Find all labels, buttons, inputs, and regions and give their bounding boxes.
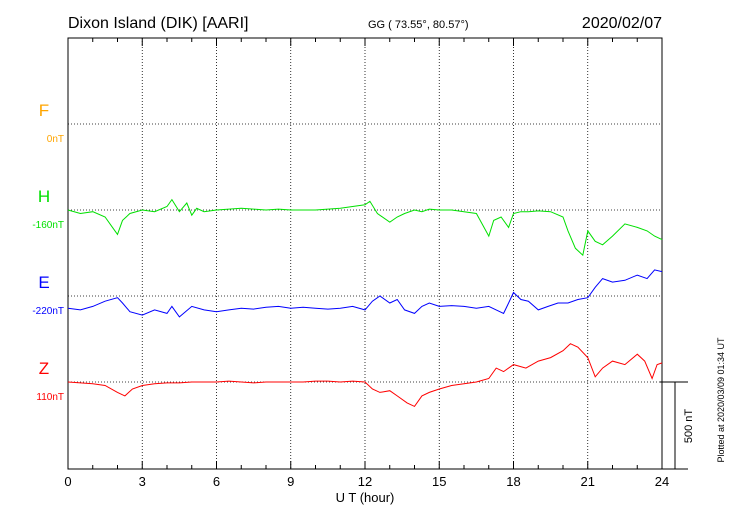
x-tick-label: 15 [432, 474, 446, 489]
date-label: 2020/02/07 [582, 15, 662, 32]
x-tick-label: 12 [358, 474, 372, 489]
coordinates-label: GG ( 73.55°, 80.57°) [368, 19, 469, 31]
series-lines [67, 198, 663, 408]
x-axis-title: U T (hour) [336, 490, 395, 505]
x-tick-label: 9 [287, 474, 294, 489]
scale-bar-label: 500 nT [683, 409, 695, 444]
plot-grid [68, 38, 662, 469]
x-tick-label: 24 [655, 474, 669, 489]
series-labels: F 0nT H -160nT E -220nT Z 110nT [32, 101, 64, 403]
plotted-timestamp: Plotted at 2020/03/09 01:34 UT [716, 337, 726, 463]
series-baseline-f: 0nT [47, 134, 64, 145]
series-line-z [67, 343, 663, 408]
x-tick-label: 18 [506, 474, 520, 489]
series-name-z: Z [39, 359, 49, 378]
x-tick-label: 3 [139, 474, 146, 489]
series-name-e: E [38, 273, 49, 292]
series-name-h: H [38, 187, 50, 206]
x-tick-label: 0 [64, 474, 71, 489]
x-tick-label: 21 [581, 474, 595, 489]
scale-bar [660, 381, 688, 470]
series-baseline-z: 110nT [36, 392, 64, 403]
x-axis-ticks: 0 3 6 9 12 15 18 21 24 [64, 38, 669, 489]
x-tick-label: 6 [213, 474, 220, 489]
series-name-f: F [39, 101, 49, 120]
series-line-e [67, 269, 663, 318]
series-baseline-e: -220nT [32, 306, 64, 317]
series-line-h [67, 198, 663, 257]
station-title: Dixon Island (DIK) [AARI] [68, 15, 249, 32]
series-baseline-h: -160nT [32, 220, 64, 231]
